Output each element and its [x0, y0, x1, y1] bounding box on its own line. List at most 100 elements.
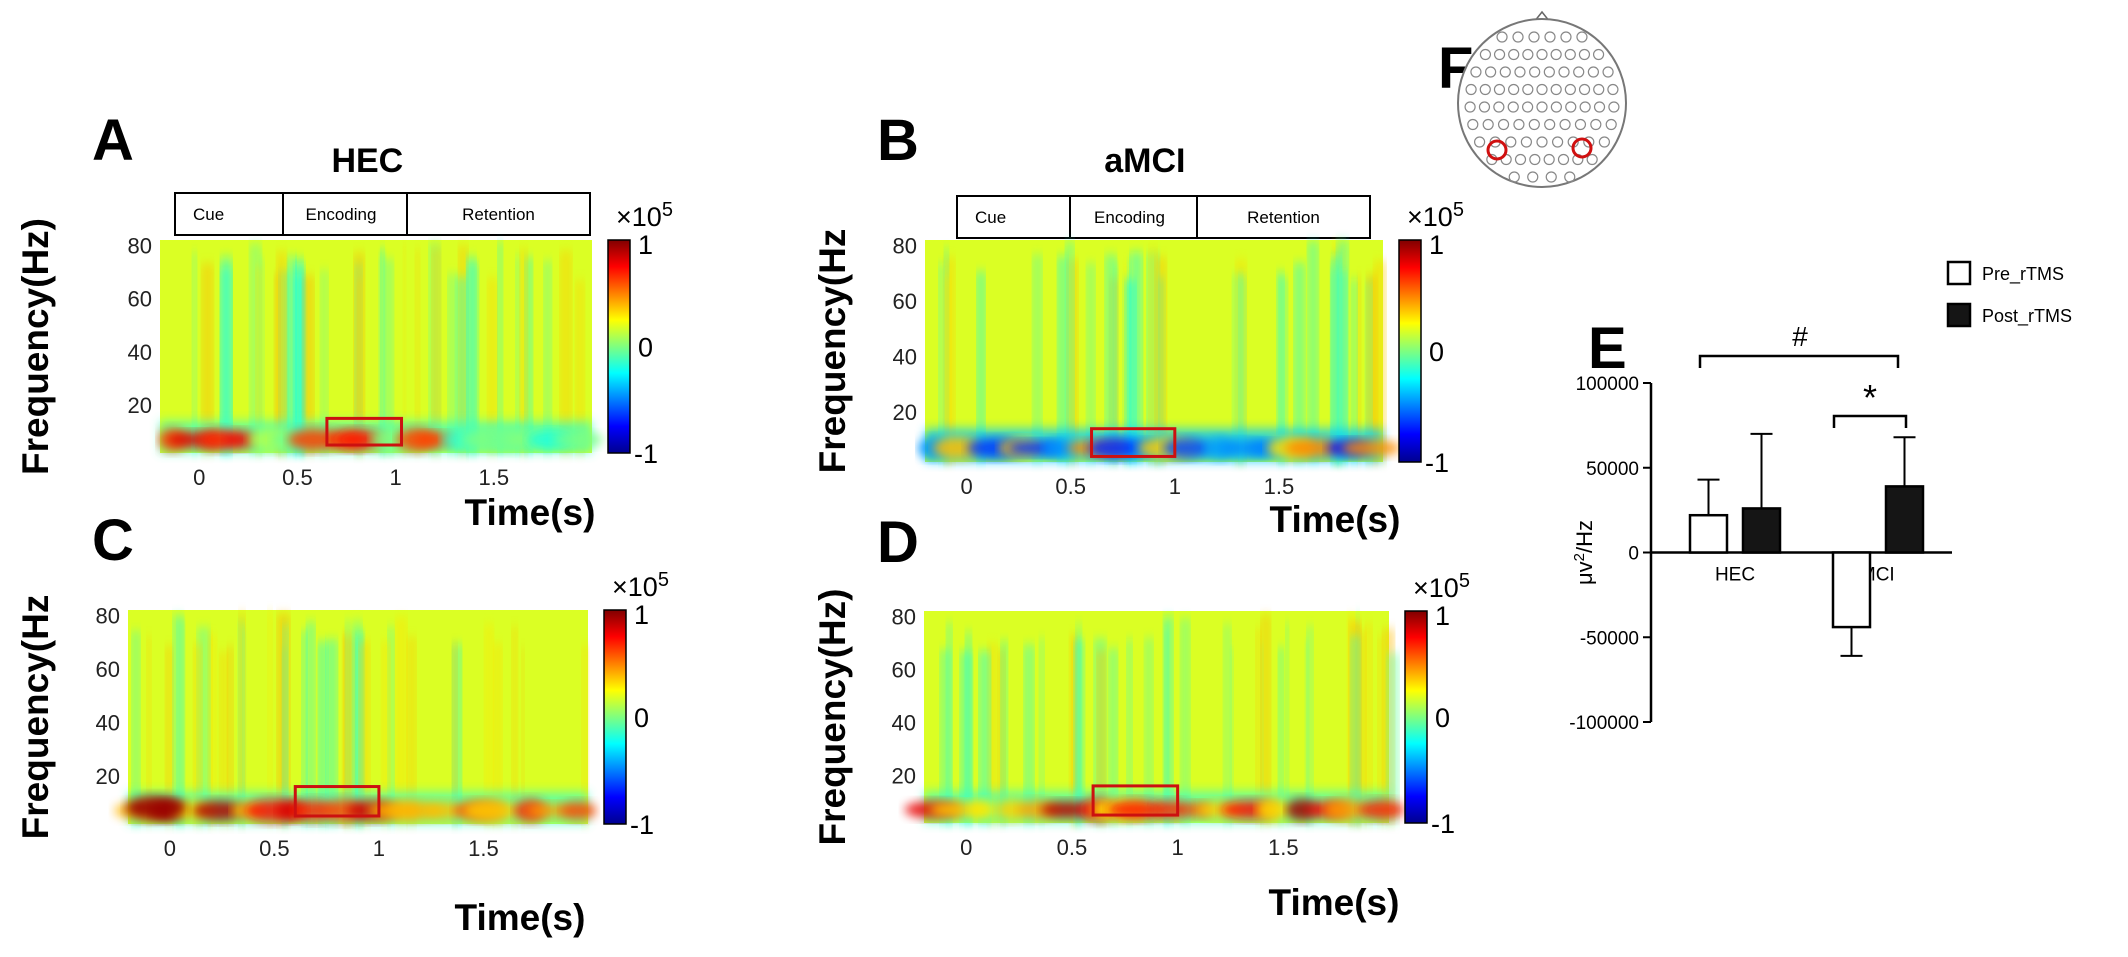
colorbar-scale-label: ×105: [612, 569, 669, 602]
heatmap-streaks: [940, 611, 1399, 823]
electrode: [1578, 48, 1591, 61]
heatmap-streaks: [192, 241, 585, 453]
segment-label: Retention: [462, 205, 535, 224]
electrode: [1608, 101, 1620, 113]
heatmap-streak: [1377, 635, 1383, 823]
heatmap-blobs: [904, 798, 1405, 822]
heatmap-streak: [1373, 260, 1386, 462]
y-tick-label: 40: [893, 345, 917, 370]
y-tick-label: -100000: [1569, 713, 1639, 734]
heatmap-streak: [946, 622, 953, 823]
heatmap-blob: [1088, 437, 1145, 459]
y-tick-label: 60: [128, 287, 152, 312]
electrode: [1598, 136, 1610, 148]
heatmap-streak: [1097, 650, 1106, 823]
electrode: [1544, 31, 1556, 43]
heatmap-streak: [1024, 644, 1034, 823]
segment-box: [282, 192, 408, 236]
heatmap-streak: [1039, 637, 1045, 823]
heatmap-blob: [1284, 438, 1341, 458]
heatmap-streak: [320, 269, 328, 453]
electrode: [1543, 66, 1555, 78]
x-axis-label: Time(s): [455, 897, 586, 938]
electrode: [1550, 83, 1562, 96]
y-axis-label: Frequency(Hz: [812, 229, 853, 474]
segment-label: Encoding: [306, 205, 377, 224]
heatmap-streak: [259, 258, 265, 453]
colorbar-min-label: -1: [630, 810, 654, 840]
heatmap-streak: [1279, 276, 1288, 462]
electrode: [1602, 66, 1614, 78]
y-tick-label: 60: [893, 289, 917, 314]
electrode: [1512, 31, 1524, 43]
heatmap-panel-a: A HEC Cue Encoding Retention 80 60 40 20 0 0.5 1 1.5…: [15, 108, 673, 533]
heatmap-blob: [1358, 800, 1405, 820]
electrode: [1474, 136, 1486, 148]
heatmap-streak: [452, 643, 458, 824]
electrode: [1497, 118, 1510, 131]
electrode: [1527, 171, 1539, 183]
heatmap-streaks: [938, 240, 1386, 462]
heatmap-blob: [553, 432, 604, 448]
electrode: [1464, 101, 1476, 113]
bar: [1884, 485, 1925, 554]
heatmap-streak: [965, 631, 972, 823]
electrode: [1522, 83, 1534, 96]
y-tick-label: 100000: [1576, 374, 1639, 395]
x-tick-label: 0.5: [282, 465, 313, 490]
x-tick-label: 1: [390, 465, 402, 490]
heatmap-streak: [354, 252, 365, 453]
heatmap-streak: [938, 263, 944, 462]
colorbar-max-label: 1: [638, 230, 653, 260]
heatmap-streak: [1255, 627, 1262, 823]
heatmap-streak: [448, 273, 457, 453]
electrode: [1528, 31, 1540, 43]
electrode-map-panel-f: F: [1438, 10, 1627, 188]
electrode: [1590, 118, 1602, 131]
roi-box: [325, 416, 404, 447]
electrode: [1482, 118, 1494, 131]
electrode: [1592, 48, 1605, 61]
y-tick-label: 60: [96, 657, 120, 682]
heatmap-streak: [455, 276, 468, 453]
heatmap-blob: [463, 799, 520, 822]
electrode: [1586, 153, 1598, 166]
electrode: [1593, 101, 1606, 113]
heatmap-streak: [940, 649, 952, 823]
electrode: [1467, 118, 1479, 131]
colorbar: [1398, 239, 1422, 463]
heatmap-streak: [1149, 247, 1158, 462]
electrode: [1550, 48, 1562, 61]
heatmap-streak: [1032, 254, 1043, 462]
electrode: [1493, 101, 1505, 113]
panel-title: aMCI: [1104, 142, 1185, 180]
heatmap-streak: [1232, 273, 1243, 462]
roi-box: [1091, 784, 1180, 817]
y-tick-label: 80: [892, 604, 916, 629]
significance-bracket: [1698, 354, 1900, 368]
electrode: [1514, 153, 1527, 166]
heatmap-streaks: [131, 610, 589, 824]
x-axis-label: Time(s): [1270, 499, 1401, 540]
heatmap-blob: [192, 800, 246, 821]
panel-letter: B: [877, 108, 919, 173]
y-tick-label: 20: [893, 400, 917, 425]
heatmap-streak: [487, 277, 497, 453]
segment-label: Cue: [193, 205, 224, 224]
heatmap-streak: [1307, 625, 1314, 823]
colorbar-max-label: 1: [634, 600, 649, 630]
bar: [1741, 507, 1782, 554]
heatmap-streak: [345, 620, 352, 824]
heatmap-streak: [1180, 618, 1190, 823]
heatmap-streak: [381, 641, 390, 824]
y-tick-label: 60: [892, 657, 916, 682]
electrode: [1508, 171, 1520, 183]
heatmap-blob: [1341, 439, 1401, 457]
colorbar-scale-label: ×105: [1407, 199, 1464, 232]
x-tick-label: 1.5: [479, 465, 510, 490]
y-tick-label: 80: [128, 233, 152, 258]
heatmap-blobs: [114, 795, 597, 823]
heatmap-blob: [1042, 438, 1075, 458]
y-tick-label: 40: [128, 340, 152, 365]
